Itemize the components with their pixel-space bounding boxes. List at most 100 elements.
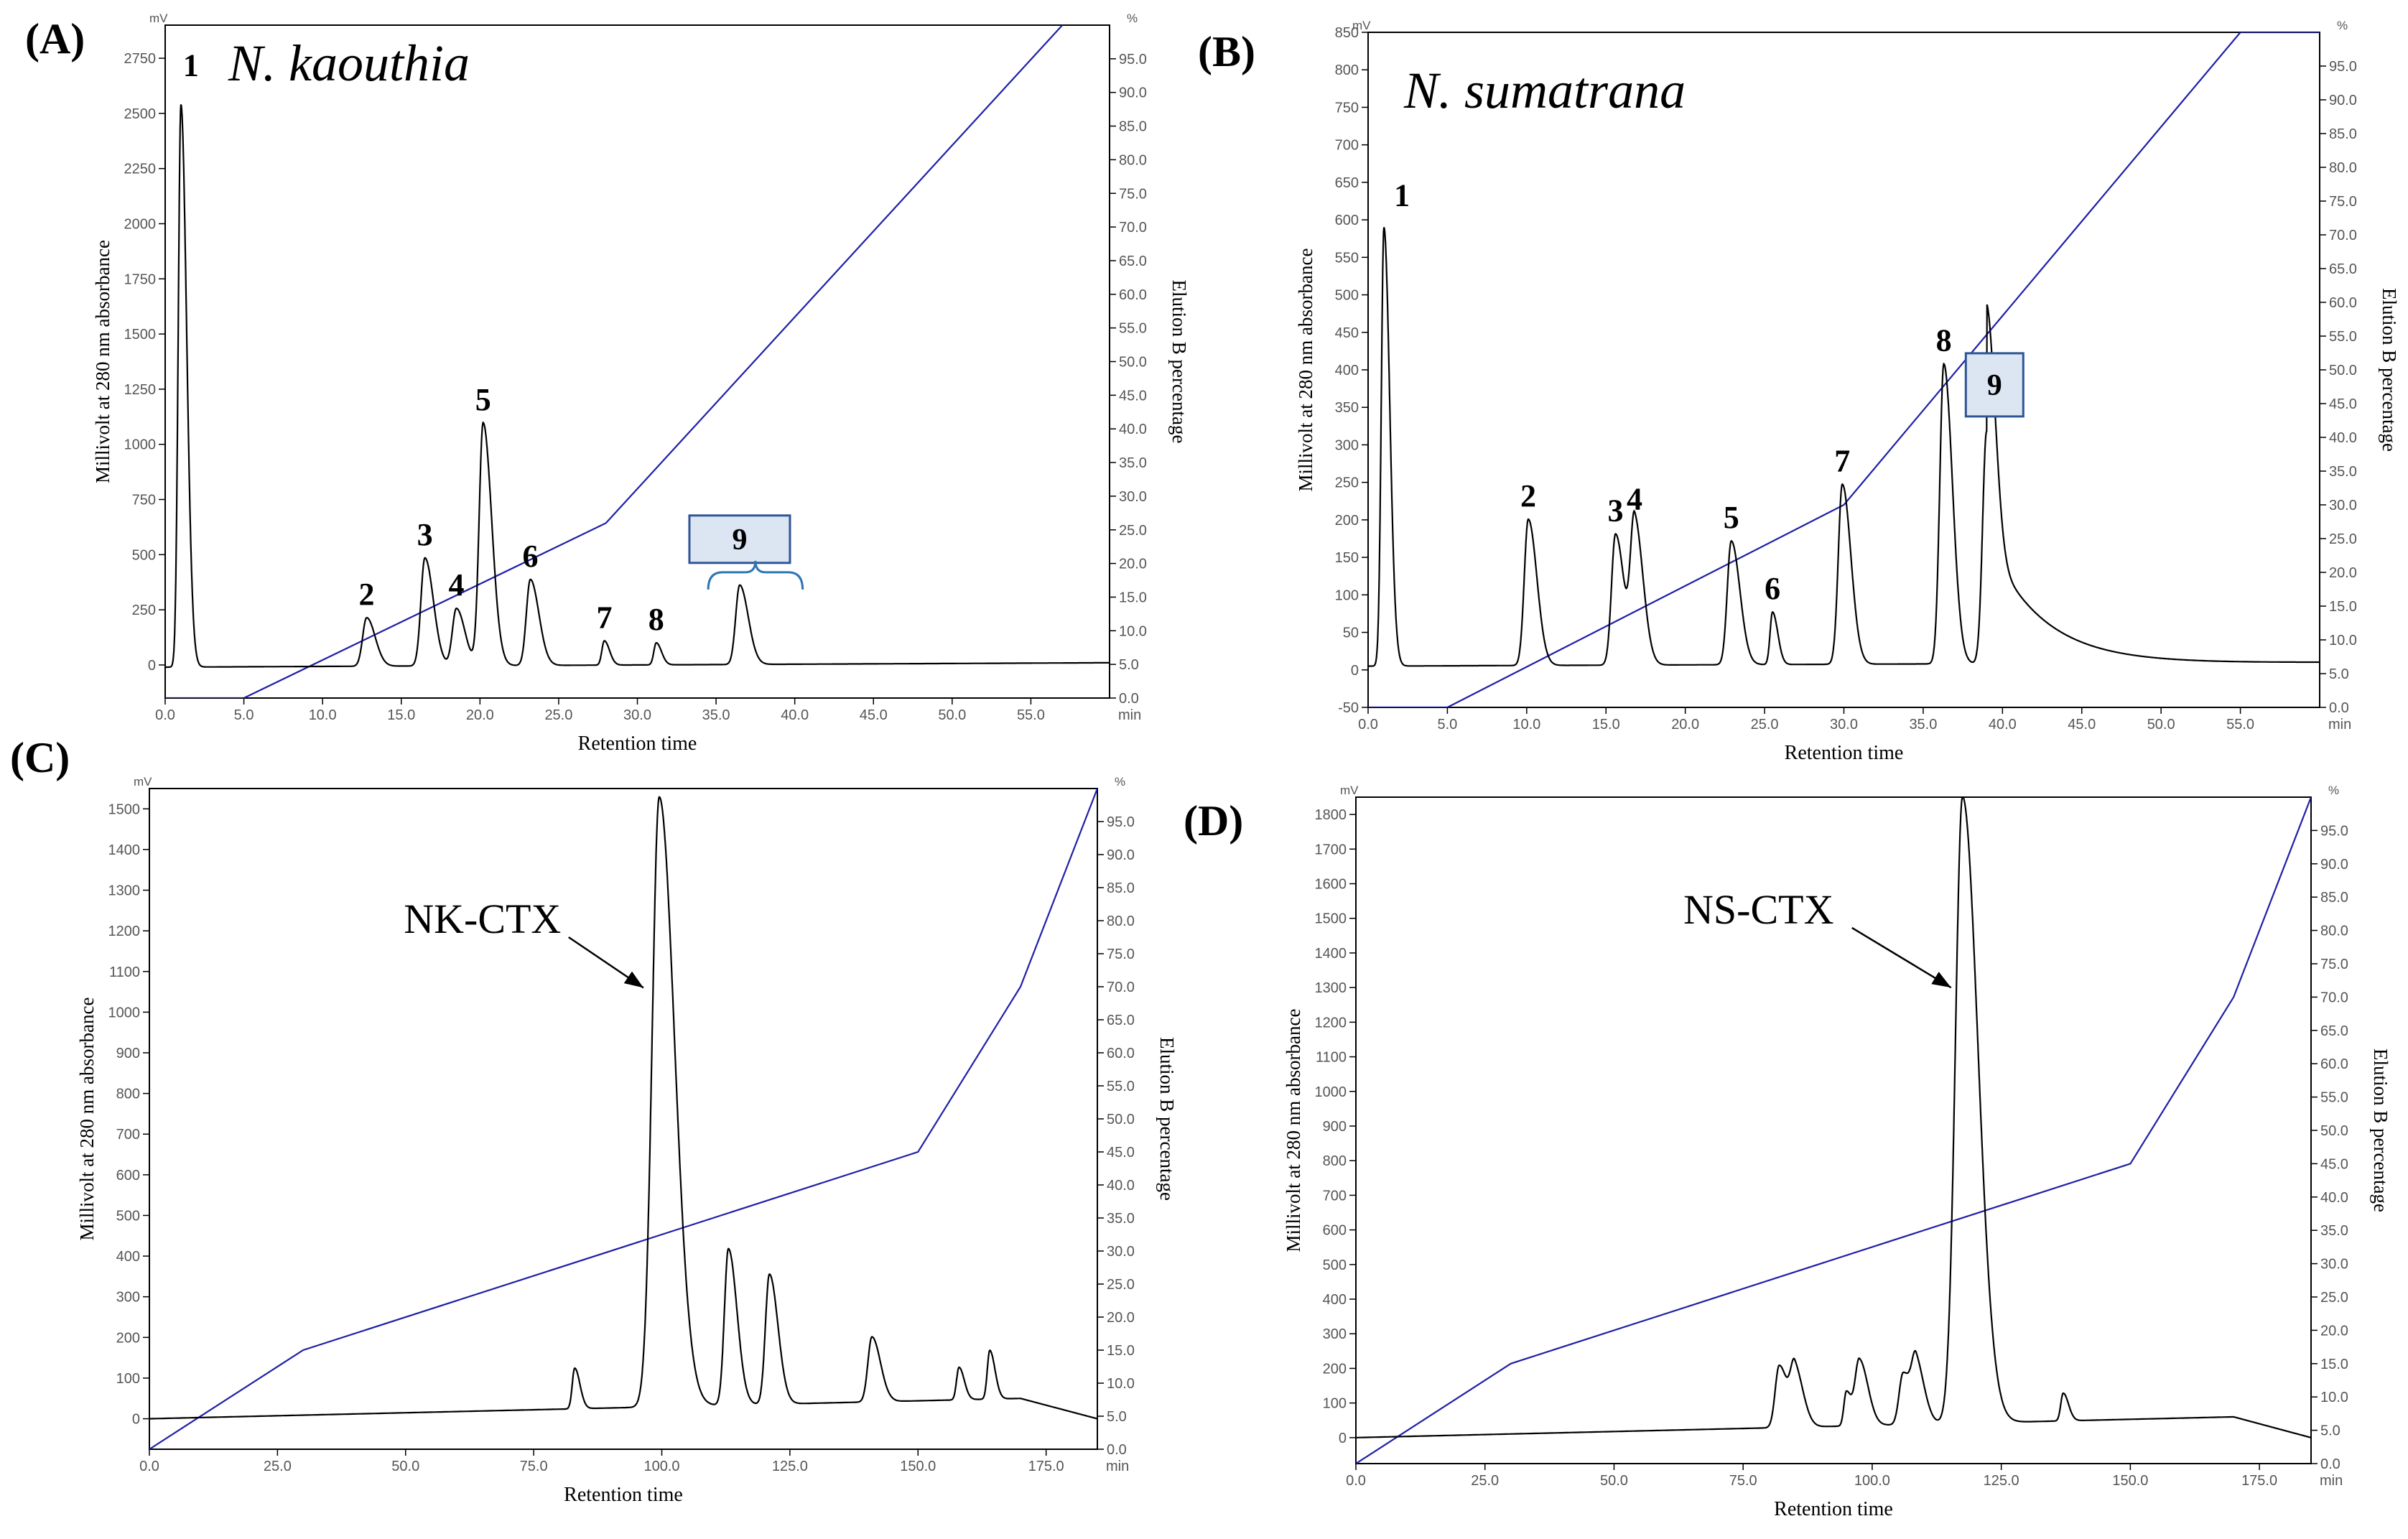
y-tick-label: 1700: [1315, 842, 1347, 857]
y-tick-label: 300: [1335, 437, 1359, 453]
y-tick-label: 250: [132, 603, 156, 618]
y2-axis-title: Elution B percentage: [1156, 1037, 1178, 1201]
y-tick-label: 1750: [124, 271, 157, 287]
peak-label: 3: [417, 517, 433, 552]
x-tick-label: 30.0: [1830, 717, 1858, 733]
y2-tick-label: 40.0: [2320, 1190, 2348, 1206]
x-tick-label: 150.0: [900, 1459, 936, 1474]
x-tick-label: 55.0: [1017, 707, 1045, 723]
x-tick-label: 0.0: [1358, 717, 1378, 733]
y-unit-label: mV: [134, 775, 152, 789]
x-tick-label: 50.0: [391, 1459, 419, 1474]
y2-tick-label: 55.0: [1119, 321, 1147, 337]
y-unit-label: mV: [1340, 784, 1359, 797]
y2-tick-label: 50.0: [2320, 1123, 2348, 1139]
y2-tick-label: 35.0: [2329, 464, 2357, 480]
x-tick-label: 10.0: [1512, 717, 1540, 733]
y2-tick-label: 80.0: [1119, 152, 1147, 168]
y2-tick-label: 30.0: [1107, 1244, 1135, 1260]
x-unit-label: min: [1106, 1459, 1129, 1474]
x-tick-label: 20.0: [1671, 717, 1699, 733]
annotation-arrow-head: [623, 971, 643, 988]
y-tick-label: 750: [132, 493, 156, 508]
y-tick-label: 2250: [124, 162, 157, 177]
x-tick-label: 25.0: [1751, 717, 1779, 733]
y-tick-label: 500: [116, 1208, 140, 1224]
elution-gradient-line: [1368, 32, 2320, 707]
y2-tick-label: 50.0: [1107, 1112, 1135, 1127]
y-tick-label: 550: [1335, 250, 1359, 266]
elution-gradient-line: [165, 25, 1064, 698]
y-tick-label: 100: [116, 1371, 140, 1387]
x-tick-label: 100.0: [1854, 1473, 1890, 1489]
x-tick-label: 50.0: [1600, 1473, 1628, 1489]
y-tick-label: 1000: [1315, 1084, 1347, 1100]
x-tick-label: 45.0: [860, 707, 888, 723]
y-tick-label: 1600: [1315, 877, 1347, 893]
y2-tick-label: 10.0: [2329, 633, 2357, 648]
y-tick-label: 2750: [124, 51, 157, 67]
x-tick-label: 0.0: [1346, 1473, 1366, 1489]
y-tick-label: 1000: [124, 437, 157, 453]
y-tick-label: 400: [116, 1249, 140, 1265]
y-tick-label: 1400: [108, 842, 141, 858]
peak-label: 5: [1724, 500, 1739, 535]
y2-tick-label: 60.0: [2329, 295, 2357, 311]
x-tick-label: 5.0: [234, 707, 254, 723]
y2-tick-label: 20.0: [1119, 557, 1147, 572]
y-tick-label: 400: [1335, 363, 1359, 378]
y2-tick-label: 95.0: [1119, 52, 1147, 68]
y-tick-label: 100: [1323, 1396, 1347, 1412]
y2-tick-label: 0.0: [2320, 1456, 2340, 1472]
peak-label: 4: [448, 567, 464, 603]
y2-tick-label: 20.0: [1107, 1310, 1135, 1326]
x-tick-label: 15.0: [1592, 717, 1620, 733]
y-tick-label: 2000: [124, 216, 157, 232]
species-label-a: N. kaouthia: [228, 34, 470, 92]
peak-label: 1: [1394, 177, 1410, 213]
y2-tick-label: 40.0: [1119, 422, 1147, 437]
y2-tick-label: 75.0: [1107, 947, 1135, 962]
panel-d: (D) mV % min 0 100 200 300 400 500 600 700 800 900 10…: [1184, 784, 2391, 1520]
y2-tick-label: 95.0: [1107, 814, 1135, 830]
y2-tick-label: 95.0: [2329, 59, 2357, 75]
y-axis-title: Millivolt at 280 nm absorbance: [1283, 1009, 1304, 1252]
y2-tick-label: 35.0: [2320, 1223, 2348, 1239]
y-tick-label: 600: [1335, 213, 1359, 228]
y2-tick-label: 65.0: [1107, 1013, 1135, 1028]
y-tick-label: 300: [1323, 1326, 1347, 1342]
y-tick-label: 1500: [124, 327, 157, 343]
peak-label: 2: [1520, 478, 1536, 513]
y-tick-label: 700: [1323, 1188, 1347, 1204]
x-axis-title: Retention time: [1785, 742, 1904, 764]
y2-tick-label: 15.0: [1119, 590, 1147, 605]
x-unit-label: min: [2320, 1473, 2343, 1489]
y-tick-label: 1250: [124, 382, 157, 398]
x-tick-label: 75.0: [520, 1459, 548, 1474]
y2-tick-label: 80.0: [2329, 160, 2357, 176]
y2-tick-label: 5.0: [2320, 1423, 2340, 1439]
y-tick-label: 600: [116, 1168, 140, 1184]
panel-letter-b: (B): [1198, 28, 1255, 75]
x-axis-title: Retention time: [1774, 1498, 1893, 1520]
x-tick-label: 50.0: [938, 707, 966, 723]
y2-tick-label: 85.0: [1107, 880, 1135, 896]
y2-tick-label: 25.0: [2320, 1290, 2348, 1306]
y-tick-label: 700: [116, 1127, 140, 1143]
peak-label: 2: [359, 577, 375, 612]
elution-gradient-line: [149, 789, 1097, 1449]
y2-tick-label: 35.0: [1107, 1211, 1135, 1227]
peak-label: 9: [1987, 369, 2002, 402]
peak-label: 3: [1608, 493, 1624, 528]
y2-tick-label: 25.0: [1119, 523, 1147, 539]
y2-tick-label: 35.0: [1119, 455, 1147, 471]
x-tick-label: 40.0: [781, 707, 809, 723]
y-tick-label: 1400: [1315, 946, 1347, 962]
y2-tick-label: 15.0: [1107, 1343, 1135, 1359]
y2-tick-label: 90.0: [1119, 85, 1147, 101]
chromatogram-trace: [1368, 227, 2320, 667]
x-tick-label: 45.0: [2068, 717, 2096, 733]
y-tick-label: 700: [1335, 138, 1359, 154]
x-tick-label: 55.0: [2226, 717, 2254, 733]
